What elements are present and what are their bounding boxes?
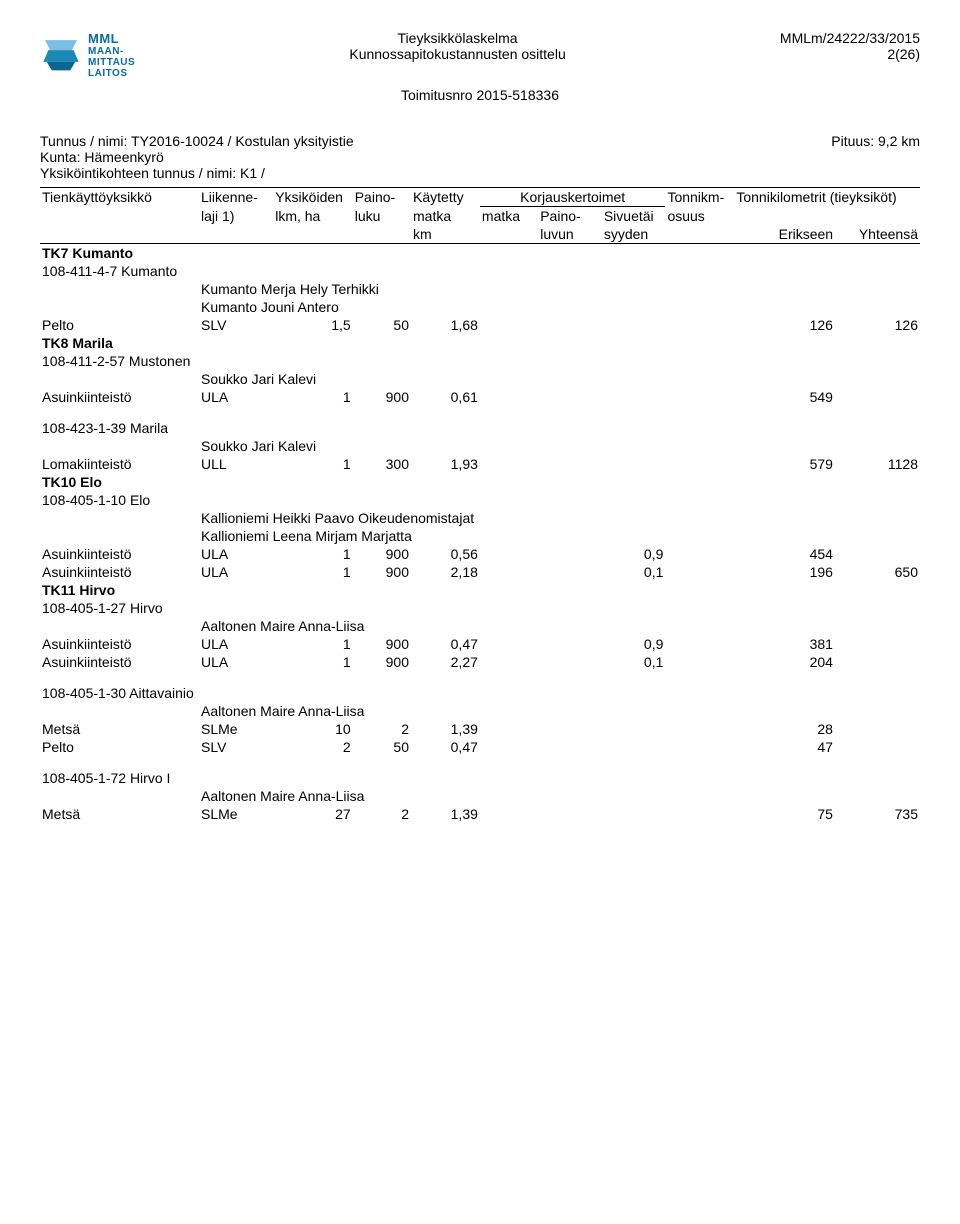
- yksikointi: Yksiköintikohteen tunnus / nimi: K1 /: [40, 165, 920, 181]
- page-header: MML MAAN- MITTAUS LAITOS Tieyksikkölaske…: [40, 30, 920, 79]
- h-erikseen: Erikseen: [734, 225, 835, 244]
- h-korjauskertoimet: Korjauskertoimet: [480, 188, 666, 207]
- title-line1: Tieyksikkölaskelma: [135, 30, 780, 46]
- h-matka: matka: [411, 207, 480, 226]
- column-header: Tienkäyttöyksikkö Liikenne- Yksiköiden P…: [40, 187, 920, 244]
- table-row: PeltoSLV1,5501,68126126: [40, 316, 920, 334]
- table-row: AsuinkiinteistöULA19000,560,9454: [40, 545, 920, 563]
- h-osuus: osuus: [665, 207, 734, 226]
- table-row: LomakiinteistöULL13001,935791128: [40, 455, 920, 473]
- table-row: AsuinkiinteistöULA19002,270,1204: [40, 653, 920, 671]
- h-laji: laji 1): [199, 207, 273, 226]
- h-lkm: lkm, ha: [273, 207, 353, 226]
- table-row: 108-405-1-72 Hirvo I: [40, 756, 920, 787]
- h-yksikoiden: Yksiköiden: [273, 188, 353, 207]
- toimitus-line: Toimitusnro 2015-518336: [40, 87, 920, 103]
- table-row: Aaltonen Maire Anna-Liisa: [40, 617, 920, 635]
- table-row: TK8 Marila: [40, 334, 920, 352]
- table-row: Aaltonen Maire Anna-Liisa: [40, 702, 920, 720]
- table-row: TK11 Hirvo: [40, 581, 920, 599]
- h-luvun: luvun: [538, 225, 602, 244]
- table-row: Aaltonen Maire Anna-Liisa: [40, 787, 920, 805]
- kunta: Kunta: Hämeenkyrö: [40, 149, 920, 165]
- h-sivuetai: Sivuetäi: [602, 207, 666, 226]
- h-luku: luku: [353, 207, 411, 226]
- table-row: 108-411-2-57 Mustonen: [40, 352, 920, 370]
- table-row: 108-405-1-27 Hirvo: [40, 599, 920, 617]
- tunnus-nimi: Tunnus / nimi: TY2016-10024 / Kostulan y…: [40, 133, 354, 149]
- h-yhteensa: Yhteensä: [835, 225, 920, 244]
- table-row: AsuinkiinteistöULA19000,61549: [40, 388, 920, 406]
- h-tonnikm: Tonnikm-: [665, 188, 734, 207]
- h-syyden: syyden: [602, 225, 666, 244]
- logo: MML MAAN- MITTAUS LAITOS: [40, 30, 135, 79]
- h-paino: Paino-: [353, 188, 411, 207]
- meta-block: Tunnus / nimi: TY2016-10024 / Kostulan y…: [40, 133, 920, 181]
- table-row: Soukko Jari Kalevi: [40, 437, 920, 455]
- table-row: MetsäSLMe2721,3975735: [40, 805, 920, 823]
- logo-l3: LAITOS: [88, 68, 127, 79]
- logo-l2: MITTAUS: [88, 57, 135, 68]
- table-row: TK7 Kumanto: [40, 244, 920, 262]
- center-title: Tieyksikkölaskelma Kunnossapitokustannus…: [135, 30, 780, 79]
- table-row: 108-411-4-7 Kumanto: [40, 262, 920, 280]
- header-right: MMLm/24222/33/2015 2(26): [780, 30, 920, 79]
- h-kaytetty: Käytetty: [411, 188, 480, 207]
- table-row: PeltoSLV2500,4747: [40, 738, 920, 756]
- h-paino2: Paino-: [538, 207, 602, 226]
- page-num: 2(26): [780, 46, 920, 62]
- h-km: km: [411, 225, 480, 244]
- table-row: Kallioniemi Heikki Paavo Oikeudenomistaj…: [40, 509, 920, 527]
- table-row: AsuinkiinteistöULA19000,470,9381: [40, 635, 920, 653]
- data-table: TK7 Kumanto108-411-4-7 KumantoKumanto Me…: [40, 244, 920, 823]
- h-tonnikilometrit: Tonnikilometrit (tieyksiköt): [734, 188, 920, 207]
- h-tienkayttoyksikko: Tienkäyttöyksikkö: [40, 188, 199, 207]
- table-row: 108-405-1-10 Elo: [40, 491, 920, 509]
- pituus: Pituus: 9,2 km: [831, 133, 920, 149]
- table-row: MetsäSLMe1021,3928: [40, 720, 920, 738]
- logo-top: MML: [88, 32, 135, 46]
- table-row: Kallioniemi Leena Mirjam Marjatta: [40, 527, 920, 545]
- logo-l1: MAAN-: [88, 46, 124, 57]
- logo-text: MML MAAN- MITTAUS LAITOS: [88, 32, 135, 79]
- doc-ref: MMLm/24222/33/2015: [780, 30, 920, 46]
- table-row: 108-405-1-30 Aittavainio: [40, 671, 920, 702]
- h-liikenne: Liikenne-: [199, 188, 273, 207]
- title-line2: Kunnossapitokustannusten osittelu: [135, 46, 780, 62]
- table-row: Kumanto Jouni Antero: [40, 298, 920, 316]
- table-row: TK10 Elo: [40, 473, 920, 491]
- logo-icon: [40, 30, 82, 72]
- table-row: Soukko Jari Kalevi: [40, 370, 920, 388]
- table-row: AsuinkiinteistöULA19002,180,1196650: [40, 563, 920, 581]
- table-row: 108-423-1-39 Marila: [40, 406, 920, 437]
- table-row: Kumanto Merja Hely Terhikki: [40, 280, 920, 298]
- h-matka2: matka: [480, 207, 538, 226]
